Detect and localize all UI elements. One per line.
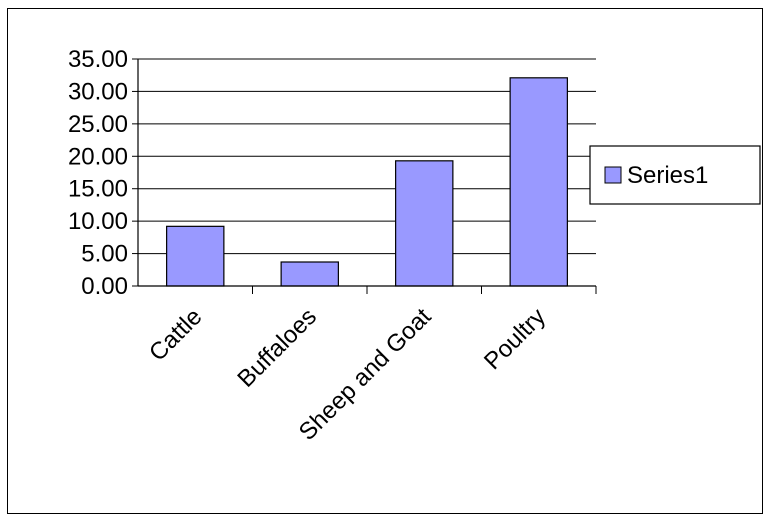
legend-swatch (604, 166, 622, 184)
y-tick-label: 15.00 (68, 176, 128, 203)
category-label: Cattle (144, 303, 207, 366)
bar-poultry (509, 77, 568, 287)
chart-frame (7, 8, 763, 514)
y-tick-label: 20.00 (68, 143, 128, 170)
category-label: Buffaloes (232, 303, 322, 393)
axes (132, 58, 597, 294)
y-tick-label: 35.00 (68, 46, 128, 73)
y-tick-label: 10.00 (68, 208, 128, 235)
category-label: Poultry (479, 303, 551, 375)
legend: Series1 (589, 145, 761, 205)
y-tick-label: 0.00 (81, 273, 128, 300)
bar-buffaloes (280, 261, 339, 287)
bar-cattle (166, 225, 225, 287)
y-tick-labels: 0.00 5.00 10.00 15.00 20.00 25.00 30.00 35.00 (68, 46, 128, 300)
y-tick-label: 25.00 (68, 111, 128, 138)
bar-sheep-and-goat (395, 160, 454, 287)
y-tick-label: 30.00 (68, 78, 128, 105)
y-tick-label: 5.00 (81, 241, 128, 268)
bars (166, 77, 568, 287)
legend-label: Series1 (627, 162, 708, 189)
